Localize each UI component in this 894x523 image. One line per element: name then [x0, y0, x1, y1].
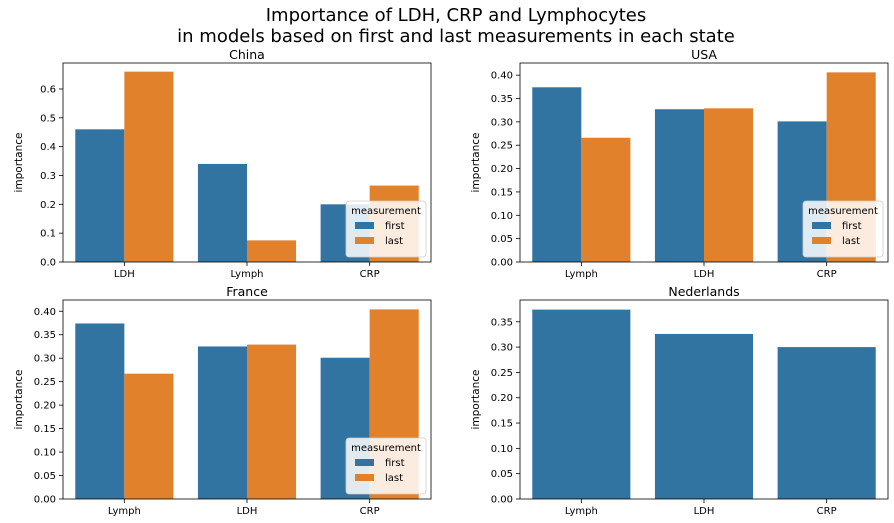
legend-swatch-first [355, 222, 374, 229]
x-tick-label: Lymph [565, 269, 598, 280]
y-tick-label: 0.35 [34, 330, 56, 341]
figure-title-line-1: Importance of LDH, CRP and Lymphocytes [266, 5, 647, 26]
x-tick-label: LDH [694, 269, 715, 280]
x-tick-label: CRP [817, 269, 837, 280]
y-tick-label: 0.30 [491, 117, 513, 128]
y-tick-label: 0.25 [491, 368, 513, 379]
y-tick-label: 0.30 [34, 354, 56, 365]
legend-swatch-first [812, 222, 831, 229]
panel-title: China [229, 47, 265, 62]
y-tick-label: 0.35 [491, 317, 513, 328]
axes-frame [62, 62, 432, 263]
y-tick-label: 0.20 [34, 401, 56, 412]
legend-label-last: last [842, 236, 860, 247]
axes-frame [519, 299, 889, 500]
y-axis-label: importance [470, 133, 482, 193]
y-axis-label: importance [13, 133, 25, 193]
legend-label-first: first [385, 458, 405, 469]
panel-title: Nederlands [668, 284, 739, 299]
y-tick-label: 0.15 [491, 419, 513, 430]
axes-frame [62, 299, 432, 500]
axes-frame [519, 62, 889, 263]
legend: measurement first last [345, 437, 427, 495]
y-tick-label: 0.10 [491, 211, 513, 222]
legend: measurement first last [802, 200, 884, 258]
legend-swatch-last [355, 237, 374, 244]
x-tick-label: LDH [694, 506, 715, 517]
y-tick-label: 0.4 [40, 142, 56, 153]
legend: measurement first last [345, 200, 427, 258]
bar-last-ldh [124, 71, 174, 262]
bar-last-ldh [704, 108, 754, 262]
y-tick-label: 0.3 [40, 171, 56, 182]
chart-panel-3: Nederlands 0.00 0.05 0.10 0.15 0.20 0.25 0.30 0.… [470, 284, 889, 517]
y-tick-label: 0.20 [491, 164, 513, 175]
legend-label-last: last [385, 473, 403, 484]
y-tick-label: 0.00 [491, 258, 513, 269]
chart-panel-2: France 0.00 0.05 0.10 0.15 0.20 0.25 0.30 0.35 0.… [13, 284, 432, 517]
y-tick-label: 0.15 [34, 424, 56, 435]
bar-last-lymph [581, 137, 631, 262]
legend-label-first: first [842, 221, 862, 232]
legend-title: measurement [808, 206, 878, 217]
legend-swatch-first [355, 459, 374, 466]
bar-last-lymph [124, 373, 174, 499]
y-tick-label: 0.2 [40, 200, 56, 211]
x-tick-label: CRP [360, 269, 380, 280]
y-tick-label: 0.10 [491, 444, 513, 455]
bar-first-lymph [197, 163, 247, 262]
bar-first-ldh [654, 109, 704, 262]
legend-label-last: last [385, 236, 403, 247]
y-tick-label: 0.20 [491, 393, 513, 404]
y-tick-label: 0.00 [34, 495, 56, 506]
bar-first-ldh [197, 346, 247, 499]
bar-first-lymph [532, 309, 631, 499]
legend-title: measurement [351, 206, 421, 217]
panel-title: USA [691, 47, 717, 62]
chart-panel-0: China 0.0 0.1 0.2 0.3 0.4 0.5 0.6 importance LDH L… [13, 47, 432, 280]
y-tick-label: 0.40 [491, 71, 513, 82]
y-tick-label: 0.10 [34, 448, 56, 459]
bar-first-lymph [75, 323, 125, 499]
y-tick-label: 0.1 [40, 229, 56, 240]
y-tick-label: 0.40 [34, 307, 56, 318]
chart-panel-1: USA 0.00 0.05 0.10 0.15 0.20 0.25 0.30 0.35 0.40 i… [470, 47, 889, 280]
y-axis-label: importance [13, 370, 25, 430]
x-tick-label: CRP [360, 506, 380, 517]
y-tick-label: 0.35 [491, 94, 513, 105]
x-tick-label: Lymph [565, 506, 598, 517]
y-tick-label: 0.25 [491, 141, 513, 152]
legend-title: measurement [351, 443, 421, 454]
bar-last-ldh [247, 344, 297, 499]
x-tick-label: LDH [237, 506, 258, 517]
bar-first-crp [777, 347, 876, 499]
x-tick-label: Lymph [231, 269, 264, 280]
y-tick-label: 0.30 [491, 343, 513, 354]
y-tick-label: 0.15 [491, 187, 513, 198]
y-tick-label: 0.5 [40, 113, 56, 124]
panel-title: France [226, 284, 268, 299]
y-tick-label: 0.05 [491, 469, 513, 480]
legend-label-first: first [385, 221, 405, 232]
y-tick-label: 0.00 [491, 495, 513, 506]
y-tick-label: 0.05 [491, 234, 513, 245]
bar-first-lymph [532, 87, 582, 262]
x-tick-label: Lymph [108, 506, 141, 517]
x-tick-label: LDH [114, 269, 135, 280]
x-tick-label: CRP [817, 506, 837, 517]
legend-swatch-last [812, 237, 831, 244]
y-tick-label: 0.6 [40, 84, 56, 95]
bar-last-lymph [247, 240, 297, 262]
y-axis-label: importance [470, 370, 482, 430]
y-tick-label: 0.25 [34, 377, 56, 388]
bar-first-ldh [654, 333, 754, 499]
legend-swatch-last [355, 474, 374, 481]
bar-first-ldh [75, 129, 125, 262]
y-tick-label: 0.0 [40, 258, 56, 269]
figure-title-line-2: in models based on first and last measur… [177, 26, 735, 47]
y-tick-label: 0.05 [34, 471, 56, 482]
